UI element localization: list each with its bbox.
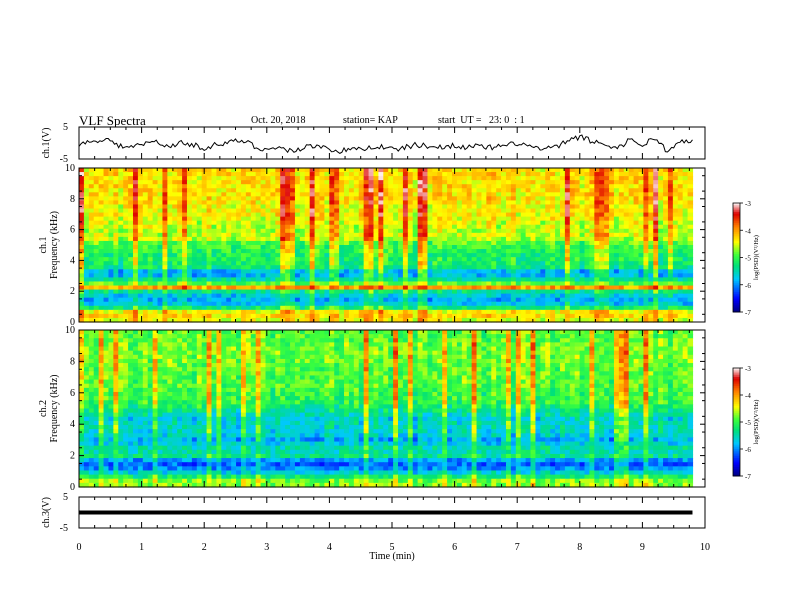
y-tick-label: 6	[70, 388, 75, 399]
x-tick-label: 3	[264, 542, 269, 553]
colorbar-tick-label: -5	[745, 255, 751, 263]
y-tick-label: 0	[70, 482, 75, 493]
y-axis-label: ch.1	[38, 237, 49, 254]
x-axis-label: Time (min)	[369, 551, 414, 562]
figure-title: VLF Spectra	[79, 113, 146, 128]
y-tick-label: 10	[65, 163, 75, 174]
y-tick-label: 2	[70, 451, 75, 462]
y-tick-label: 5	[63, 122, 68, 133]
x-tick-label: 0	[77, 542, 82, 553]
colorbar-label: log(PSD)(V²/Hz)	[753, 400, 760, 445]
x-tick-label: 10	[700, 542, 710, 553]
colorbar-tick-label: -7	[745, 309, 751, 317]
colorbar	[733, 368, 740, 477]
spectrogram-cells	[79, 168, 694, 323]
y-tick-label: 10	[65, 325, 75, 336]
y-axis-label: ch.2	[38, 400, 49, 417]
station-label: station= KAP	[343, 115, 398, 126]
x-tick-label: 5	[390, 542, 395, 553]
colorbar-tick-label: -4	[745, 392, 751, 400]
y-axis-label: ch.3(V)	[41, 497, 52, 528]
colorbar-tick-label: -7	[745, 473, 751, 481]
y-tick-label: 6	[70, 225, 75, 236]
x-tick-label: 1	[139, 542, 144, 553]
x-tick-label: 2	[202, 542, 207, 553]
x-tick-label: 8	[577, 542, 582, 553]
y-tick-label: 5	[63, 492, 68, 503]
x-tick-label: 7	[515, 542, 520, 553]
x-tick-label: 6	[452, 542, 457, 553]
colorbar-tick-label: -6	[745, 446, 751, 454]
colorbar-tick-label: -3	[745, 365, 751, 373]
start-time-label: start UT = 23: 0 : 1	[438, 115, 525, 126]
x-tick-label: 4	[327, 542, 332, 553]
colorbar-tick-label: -3	[745, 200, 751, 208]
y-tick-label: 4	[70, 419, 75, 430]
x-tick-label: 9	[640, 542, 645, 553]
y-tick-label: 8	[70, 356, 75, 367]
colorbar-label: log(PSD)(V²/Hz)	[753, 235, 760, 280]
date-label: Oct. 20, 2018	[251, 115, 306, 126]
y-tick-label: 0	[70, 317, 75, 328]
data-layer	[78, 134, 740, 515]
y-tick-label: 2	[70, 286, 75, 297]
y-axis-label: Frequency (kHz)	[49, 211, 60, 279]
y-tick-label: 4	[70, 255, 75, 266]
colorbar	[733, 203, 740, 313]
axes-layer	[78, 126, 743, 529]
y-axis-label: Frequency (kHz)	[49, 374, 60, 442]
colorbar-tick-label: -5	[745, 419, 751, 427]
y-tick-label: -5	[60, 523, 68, 534]
y-tick-label: 8	[70, 194, 75, 205]
y-axis-label: ch.1(V)	[41, 128, 52, 159]
colorbar-tick-label: -6	[745, 282, 751, 290]
y-tick-label: -5	[60, 154, 68, 165]
ch1-trace	[78, 134, 693, 154]
colorbar-tick-label: -4	[745, 227, 751, 235]
spectrogram-cells	[79, 330, 694, 488]
